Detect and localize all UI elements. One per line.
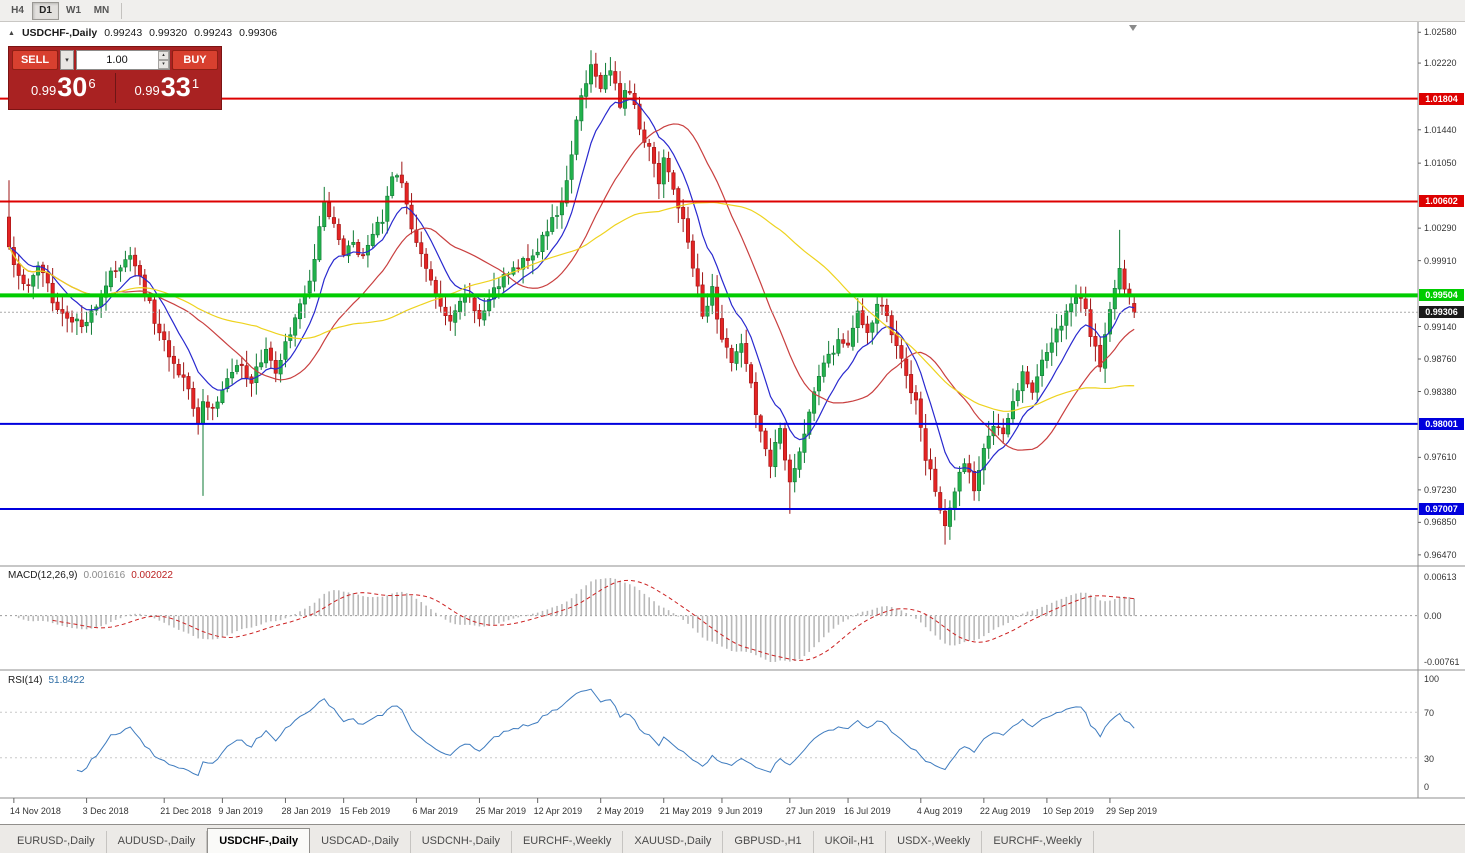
sell-price-point: 6	[88, 75, 96, 91]
chart-title: ▲ USDCHF-,Daily 0.99243 0.99320 0.99243 …	[8, 27, 277, 39]
price-axis[interactable]	[1418, 22, 1465, 798]
timeframe-button-w1[interactable]: W1	[60, 2, 87, 20]
chart-symbol-label: USDCHF-,Daily	[21, 27, 98, 39]
tab-gbpusd-h1[interactable]: GBPUSD-,H1	[723, 831, 814, 853]
tab-audusd-daily[interactable]: AUDUSD-,Daily	[107, 831, 208, 853]
macd-name: MACD(12,26,9)	[8, 570, 78, 581]
volume-spinner: ▴ ▾	[158, 51, 169, 69]
chart-shift-marker-icon	[1129, 25, 1137, 31]
tab-xauusd-daily[interactable]: XAUUSD-,Daily	[623, 831, 724, 853]
sell-price-pips: 30	[57, 71, 88, 102]
timeframe-button-mn[interactable]: MN	[88, 2, 115, 20]
ohlc-open: 0.99243	[104, 27, 143, 39]
tab-eurchf-weekly[interactable]: EURCHF-,Weekly	[512, 831, 624, 853]
timeframe-toolbar: H4 D1 W1 MN	[0, 0, 1465, 22]
macd-indicator-label: MACD(12,26,9) 0.001616 0.002022	[8, 570, 173, 581]
timeframe-button-d1[interactable]: D1	[32, 1, 59, 20]
tab-usdx-weekly[interactable]: USDX-,Weekly	[886, 831, 983, 853]
buy-price-point: 1	[191, 75, 200, 91]
timeframe-button-h4[interactable]: H4	[4, 2, 31, 20]
ohlc-high: 0.99320	[149, 27, 188, 39]
buy-button[interactable]: BUY	[172, 50, 218, 70]
volume-field-wrap: ▴ ▾	[76, 50, 170, 70]
tab-usdcad-daily[interactable]: USDCAD-,Daily	[310, 831, 411, 853]
rsi-indicator-label: RSI(14) 51.8422	[8, 675, 85, 686]
buy-price-figure: 0.99	[134, 83, 160, 98]
trade-prices-row: 0.99 30 6 0.99 33 1	[12, 70, 218, 106]
sell-button[interactable]: SELL	[12, 50, 58, 70]
buy-price[interactable]: 0.99 33 1	[116, 71, 219, 103]
tab-usdcnh-daily[interactable]: USDCNH-,Daily	[411, 831, 512, 853]
rsi-name: RSI(14)	[8, 675, 43, 686]
collapse-arrow-icon[interactable]: ▲	[8, 29, 15, 37]
chart-tabs-bar: EURUSD-,Daily AUDUSD-,Daily USDCHF-,Daily U…	[0, 824, 1465, 853]
macd-signal-value: 0.002022	[131, 570, 173, 581]
toolbar-separator	[121, 2, 122, 19]
macd-main-value: 0.001616	[83, 570, 126, 581]
rsi-value: 51.8422	[48, 675, 85, 686]
ohlc-close: 0.99306	[239, 27, 278, 39]
ohlc-low: 0.99243	[194, 27, 233, 39]
timeframe-buttons: H4 D1 W1 MN	[4, 1, 115, 20]
tab-eurchf-weekly[interactable]: EURCHF-,Weekly	[982, 831, 1094, 853]
tab-usdchf-daily[interactable]: USDCHF-,Daily	[207, 828, 311, 853]
tab-ukoil-h1[interactable]: UKOil-,H1	[814, 831, 887, 853]
volume-input[interactable]	[76, 50, 170, 70]
volume-down-icon[interactable]: ▾	[158, 60, 169, 69]
price-divider	[114, 73, 116, 103]
sell-price[interactable]: 0.99 30 6	[12, 71, 115, 103]
sell-price-figure: 0.99	[30, 83, 57, 98]
one-click-trading-panel: SELL ▾ ▴ ▾ BUY 0.99 30 6 0.99 33 1	[8, 46, 222, 110]
time-axis[interactable]	[0, 799, 1418, 824]
volume-dropdown-icon[interactable]: ▾	[60, 50, 74, 70]
volume-up-icon[interactable]: ▴	[158, 51, 169, 60]
trade-controls-row: SELL ▾ ▴ ▾ BUY	[12, 50, 218, 70]
buy-price-pips: 33	[160, 71, 191, 102]
tab-eurusd-daily[interactable]: EURUSD-,Daily	[6, 831, 107, 853]
